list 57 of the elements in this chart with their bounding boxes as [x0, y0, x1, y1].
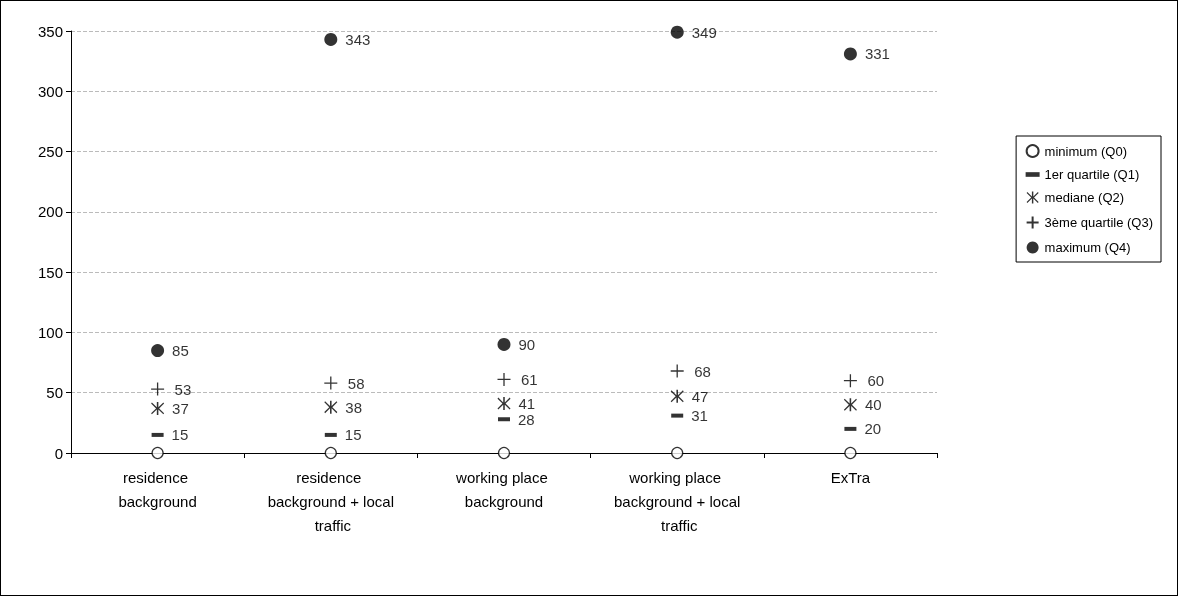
y-tick-label: 300	[37, 82, 63, 100]
point	[497, 446, 511, 460]
data-label: 58	[347, 374, 365, 392]
x-tick-label: ExTra	[830, 468, 871, 486]
point	[670, 389, 684, 403]
legend-label: minimum (Q0)	[1044, 143, 1127, 159]
point	[843, 373, 858, 388]
y-tick-label: 350	[37, 22, 63, 40]
y-tick-label: 0	[54, 444, 63, 462]
x-tick-label: residence background	[118, 468, 197, 510]
y-tick-label: 250	[37, 143, 63, 161]
point	[670, 25, 684, 39]
data-label: 85	[172, 342, 189, 360]
point	[151, 446, 164, 460]
data-label: 41	[518, 395, 536, 413]
point	[324, 400, 338, 414]
data-label: 53	[174, 380, 192, 398]
data-label: 90	[518, 335, 536, 353]
legend-label: maximum (Q4)	[1044, 240, 1131, 255]
data-label: 40	[864, 396, 882, 414]
data-label: 68	[694, 362, 711, 380]
legend-label: 1er quartile (Q1)	[1044, 167, 1140, 182]
legend-label: mediane (Q2)	[1044, 190, 1125, 205]
data-label: 37	[172, 399, 189, 417]
point	[151, 401, 165, 415]
data-label: 28	[518, 410, 535, 428]
x-tick-label: residence background + local traffic	[267, 468, 394, 534]
point	[671, 446, 684, 460]
y-tick-label: 50	[46, 384, 63, 402]
y-tick-label: 100	[37, 323, 63, 341]
point	[323, 375, 338, 391]
y-tick-label: 150	[37, 263, 63, 281]
data-label: 38	[345, 398, 362, 416]
point	[496, 372, 512, 387]
data-label: 60	[867, 372, 885, 390]
point	[844, 446, 857, 460]
data-label: 15	[344, 426, 362, 444]
data-label: 61	[521, 370, 538, 388]
data-label: 20	[864, 420, 882, 438]
point	[324, 32, 338, 46]
x-tick-label: working place background + local traffic	[614, 468, 741, 534]
point	[497, 397, 511, 411]
x-tick-label: working place background	[455, 468, 552, 510]
data-label: 331	[864, 45, 890, 63]
point	[670, 363, 685, 379]
point	[324, 446, 337, 460]
data-label: 31	[691, 407, 708, 425]
y-tick-label: 200	[37, 203, 63, 221]
point	[151, 344, 165, 358]
point	[150, 381, 165, 397]
legend-label: 3ème quartile (Q3)	[1044, 215, 1154, 230]
point	[497, 337, 511, 351]
data-label: 343	[345, 30, 371, 48]
data-label: 47	[691, 387, 709, 405]
data-label: 349	[691, 23, 717, 41]
data-label: 15	[171, 426, 189, 444]
point	[843, 47, 857, 61]
